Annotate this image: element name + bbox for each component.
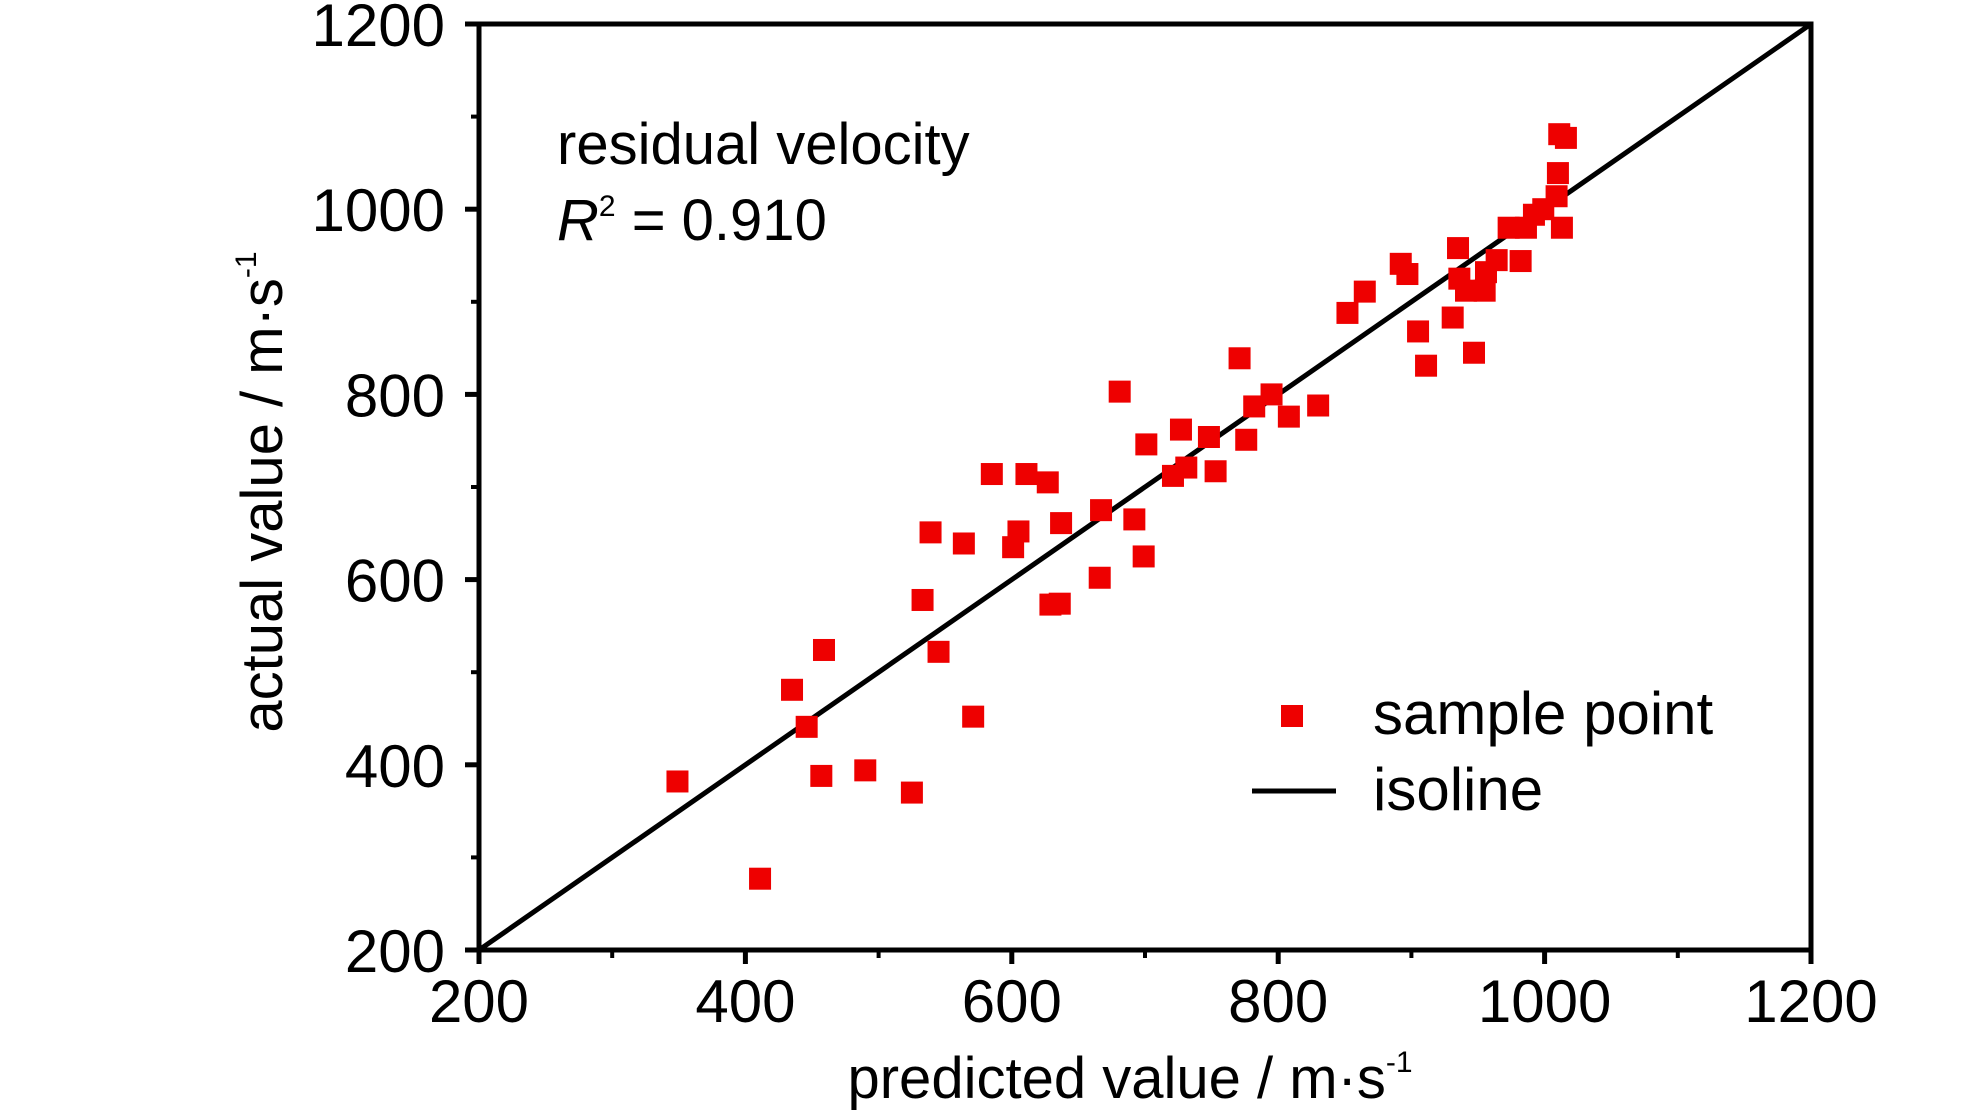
- annotation-title: residual velocity: [557, 112, 970, 177]
- sample-point: [1088, 566, 1111, 589]
- legend-label-isoline: isoline: [1373, 756, 1543, 823]
- sample-point: [1007, 520, 1030, 543]
- y-tick-label: 1200: [312, 0, 445, 59]
- r-superscript: 2: [599, 190, 616, 223]
- y-tick-label: 400: [345, 733, 445, 800]
- sample-point: [1554, 126, 1577, 149]
- sample-point: [1509, 250, 1532, 273]
- sample-point: [854, 759, 877, 782]
- sample-point: [1228, 347, 1251, 370]
- sample-point: [1277, 405, 1300, 428]
- sample-point: [911, 588, 934, 611]
- sample-point: [1336, 301, 1359, 324]
- sample-point: [1473, 279, 1496, 302]
- isoline: [477, 21, 1813, 953]
- axis-layer: 200 400 600 800 1000 1200 200 400 600 800 1000 1200: [312, 0, 1878, 1035]
- sample-point: [1260, 383, 1283, 406]
- sample-point: [1455, 279, 1478, 302]
- x-tick-label: 600: [962, 968, 1062, 1035]
- sample-point: [1204, 460, 1227, 483]
- x-axis-title-superscript: -1: [1386, 1046, 1413, 1079]
- sample-point: [1243, 395, 1266, 418]
- sample-point: [1132, 545, 1155, 568]
- x-tick-label: 400: [695, 968, 795, 1035]
- sample-point: [952, 532, 975, 555]
- sample-point: [795, 715, 818, 738]
- y-axis-title: actual value / m·s-1: [230, 251, 295, 732]
- sample-point: [1407, 320, 1430, 343]
- sample-point: [1353, 280, 1376, 303]
- sample-point: [666, 770, 689, 793]
- sample-point: [1415, 354, 1438, 377]
- sample-point: [1197, 425, 1220, 448]
- x-tick-label: 1200: [1744, 968, 1877, 1035]
- plot-layer: [477, 21, 1813, 953]
- sample-point: [1545, 185, 1568, 208]
- sample-point: [1447, 237, 1470, 260]
- sample-point: [1090, 499, 1113, 522]
- x-tick-label: 1000: [1478, 968, 1611, 1035]
- r-value: = 0.910: [616, 188, 827, 253]
- sample-point: [1550, 216, 1573, 239]
- x-axis-title-text: predicted value / m·s: [847, 1046, 1385, 1110]
- sample-point: [927, 640, 950, 663]
- sample-point: [919, 521, 942, 544]
- sample-point: [1463, 341, 1486, 364]
- sample-point: [1108, 380, 1131, 403]
- sample-point: [1036, 471, 1059, 494]
- legend: sample point isoline: [1252, 680, 1714, 823]
- y-axis-title-superscript: -1: [230, 251, 263, 278]
- sample-point: [900, 781, 923, 804]
- legend-label-sample-point: sample point: [1373, 680, 1714, 747]
- sample-point: [1123, 508, 1146, 531]
- x-axis-title: predicted value / m·s-1: [847, 1046, 1412, 1110]
- sample-point: [1169, 418, 1192, 441]
- sample-point: [1546, 162, 1569, 185]
- sample-point: [1497, 216, 1520, 239]
- y-tick-label: 200: [345, 918, 445, 985]
- sample-point: [1135, 433, 1158, 456]
- x-tick-label: 800: [1228, 968, 1328, 1035]
- sample-point: [1307, 394, 1330, 417]
- y-tick-label: 800: [345, 362, 445, 429]
- sample-point: [1441, 306, 1464, 329]
- y-tick-label: 1000: [312, 177, 445, 244]
- sample-point: [1485, 249, 1508, 272]
- annotation-r-squared: R2 = 0.910: [557, 188, 827, 253]
- sample-point: [1175, 456, 1198, 479]
- sample-point: [1050, 512, 1073, 535]
- sample-point: [810, 764, 833, 787]
- sample-point: [1048, 592, 1071, 615]
- sample-point: [1015, 463, 1038, 486]
- y-axis-title-text: actual value / m·s: [230, 278, 295, 733]
- sample-point: [1235, 428, 1258, 451]
- x-tick-label: 200: [429, 968, 529, 1035]
- sample-point: [781, 678, 804, 701]
- r-symbol: R: [557, 188, 599, 253]
- sample-point: [962, 705, 985, 728]
- sample-point: [812, 638, 835, 661]
- y-tick-label: 600: [345, 548, 445, 615]
- sample-point: [980, 463, 1003, 486]
- legend-marker-sample-point: [1281, 705, 1303, 727]
- sample-point: [1396, 263, 1419, 286]
- sample-point: [749, 867, 772, 890]
